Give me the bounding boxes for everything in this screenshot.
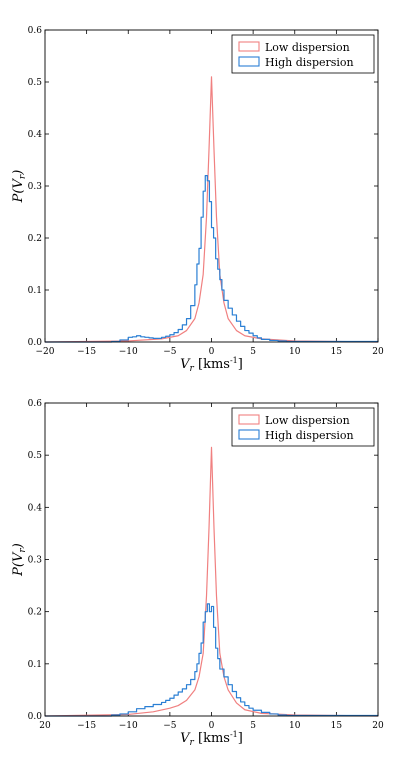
x-tick-label: 20 [372,347,384,357]
legend-label: High dispersion [265,56,354,69]
y-tick-label: 0.6 [28,26,43,36]
legend-box [231,407,375,447]
plot-frame [44,402,379,717]
y-tick-label: 0.4 [28,503,43,513]
series-line-high-dispersion [45,175,379,343]
x-tick-label: 10 [289,721,301,731]
x-tick-label: 15 [331,721,343,731]
y-tick-label: 0.1 [28,660,42,670]
y-tick-label: 0.3 [28,556,43,566]
y-tick-label: 0.2 [28,608,42,618]
legend-box [231,34,375,74]
y-tick-label: 0.4 [28,130,43,140]
chart-panel-2: 20 −15 −10 −5 0 5 10 15 200.00.10.20.30.40.50.6L… [11,399,384,748]
x-tick-label: −10 [119,721,138,731]
x-tick-label: 10 [289,347,301,357]
x-tick-label: −15 [77,721,96,731]
x-tick-label: −20 [36,347,55,357]
x-tick-label: 5 [250,347,256,357]
x-tick-label: 20 [372,721,384,731]
x-tick-label: −5 [163,347,177,357]
x-tick-label: 0 [209,347,215,357]
plot-frame [44,29,379,343]
legend-swatch [238,41,260,52]
y-tick-label: 0.5 [28,451,43,461]
y-tick-label: 0.6 [28,399,43,409]
series-line-high-dispersion [45,603,379,717]
x-tick-label: −5 [163,721,177,731]
legend-swatch [238,429,260,440]
legend-label: High dispersion [265,429,354,442]
x-tick-label: 0 [209,721,215,731]
x-tick-label: 5 [250,721,256,731]
x-tick-label: −10 [119,347,138,357]
legend-label: Low dispersion [265,414,350,427]
legend-swatch [238,414,260,425]
y-tick-label: 0.2 [28,234,42,244]
x-tick-label: 20 [39,721,51,731]
x-axis-title: Vr [kms-1] [180,356,243,374]
y-axis-title: P(Vr) [11,170,28,204]
legend-label: Low dispersion [265,41,350,54]
y-tick-label: 0.1 [28,286,42,296]
x-tick-label: −15 [77,347,96,357]
chart-panel-1: −20 −15 −10 −5 0 5 10 15 20 0.0 0.1 0.2 0.3 0.4 0.5 0.6… [11,26,384,374]
series-line-low-dispersion [44,446,379,717]
x-tick-label: 15 [331,347,343,357]
y-tick-label: 0.0 [28,338,43,348]
y-tick-label: 0.5 [28,78,43,88]
y-tick-label: 0.0 [28,712,43,722]
y-tick-label: 0.3 [28,182,43,192]
y-axis-title: P(Vr) [11,543,28,577]
series-line-low-dispersion [44,76,379,343]
legend-swatch [238,56,260,67]
x-axis-title: Vr [kms-1] [180,730,243,748]
